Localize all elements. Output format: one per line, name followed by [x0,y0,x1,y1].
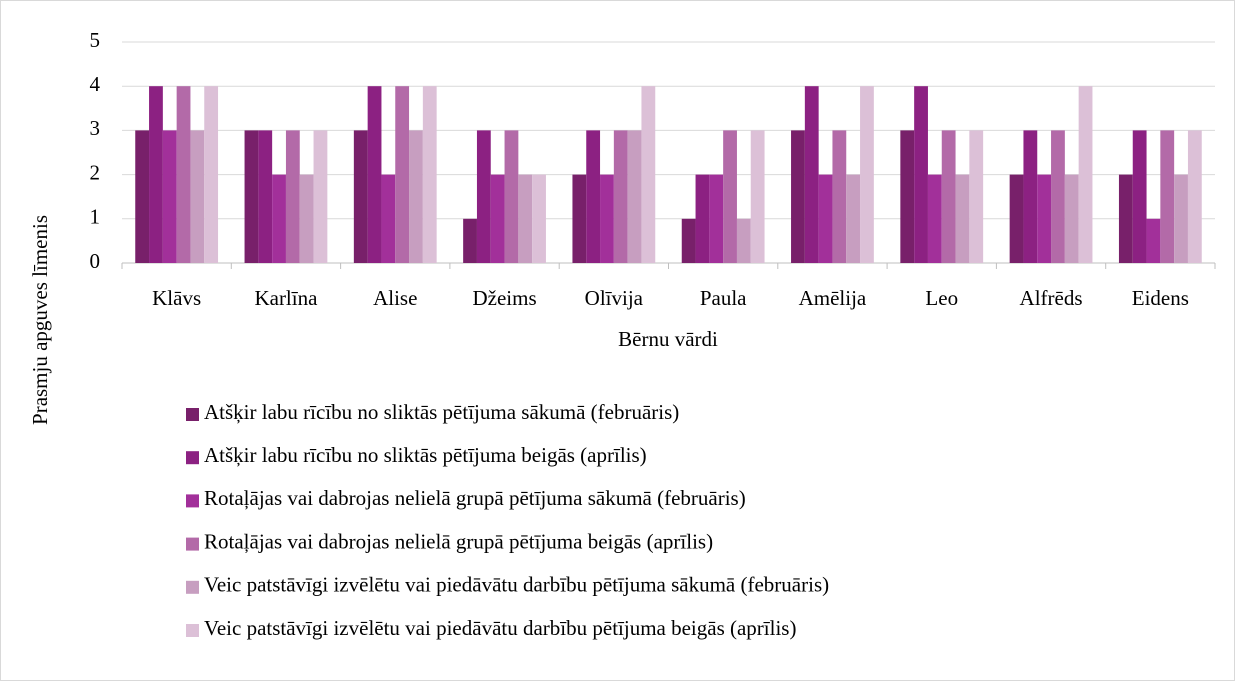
x-tick-label: Klāvs [152,286,201,310]
x-tick-label: Leo [925,286,958,310]
bar [1009,174,1024,263]
legend-swatch [186,537,199,551]
legend-label: Veic patstāvīgi izvēlētu vai piedāvātu d… [204,616,796,640]
bar [723,130,737,263]
bar [504,130,519,263]
y-tick-label: 4 [90,72,101,96]
bar [1160,130,1175,263]
bar [135,130,150,263]
bar [313,130,328,263]
x-tick-label: Karlīna [254,286,318,310]
bar [176,86,191,263]
bar [1132,130,1147,263]
bar [914,86,928,263]
bar [490,174,505,263]
bar [1023,130,1038,263]
bar [162,130,177,263]
bar [969,130,984,263]
bar [1064,174,1079,263]
bar [750,130,765,263]
bar [695,174,710,263]
legend-swatch [186,451,199,465]
y-tick-label: 0 [90,249,101,273]
y-axis-title: Prasmju apguves līmenis [28,215,52,425]
y-tick-label: 2 [90,160,101,184]
bar [1051,130,1065,263]
bar [1146,218,1161,263]
x-tick-label: Amēlija [799,286,867,310]
bar [600,174,614,263]
bar [476,130,491,263]
bar [285,130,300,263]
bar [381,174,396,263]
bar [532,174,546,263]
x-tick-label: Olīvija [585,286,644,310]
bar [641,86,656,263]
bar [627,130,642,263]
bar [927,174,942,263]
x-tick-label: Alfrēds [1020,286,1083,310]
bar [272,174,286,263]
x-tick-label: Džeims [472,286,536,310]
bar [395,86,410,263]
bar [204,86,219,263]
bar [367,86,382,263]
bar [818,174,833,263]
bar [804,86,819,263]
bar [518,174,533,263]
legend-label: Atšķir labu rīcību no sliktās pētījuma b… [204,443,647,467]
legend-label: Rotaļājas vai dabrojas nelielā grupā pēt… [204,486,746,510]
bar [832,130,847,263]
bar [791,130,805,263]
bar [299,174,314,263]
x-tick-label: Eidens [1132,286,1189,310]
bar [1174,174,1188,263]
bar [244,130,259,263]
bar [258,130,273,263]
bar [860,86,874,263]
y-tick-label: 5 [90,28,101,52]
legend-swatch [186,494,199,508]
legend-swatch [186,408,199,421]
bar [709,174,724,263]
bar [422,86,437,263]
bar [353,130,368,263]
legend-label: Rotaļājas vai dabrojas nelielā grupā pēt… [204,529,713,553]
bar [190,130,205,263]
bar [572,174,587,263]
bar [1037,174,1052,263]
bar [409,130,423,263]
legend-label: Atšķir labu rīcību no sliktās pētījuma s… [204,400,679,424]
bar [586,130,601,263]
bar [1118,174,1133,263]
bar [149,86,163,263]
bar [681,218,696,263]
bar [463,218,477,263]
bar [955,174,970,263]
bar [736,218,751,263]
bar [846,174,861,263]
x-axis-title: Bērnu vārdi [618,327,718,351]
bar [613,130,628,263]
bar [941,130,956,263]
bar [900,130,915,263]
legend-swatch [186,624,199,637]
x-tick-label: Paula [700,286,747,310]
bar [1078,86,1093,263]
y-tick-label: 1 [90,205,101,229]
x-tick-label: Alise [373,286,417,310]
bar [1187,130,1202,263]
legend-swatch [186,580,199,594]
legend-label: Veic patstāvīgi izvēlētu vai piedāvātu d… [204,573,829,597]
y-tick-label: 3 [90,116,101,140]
